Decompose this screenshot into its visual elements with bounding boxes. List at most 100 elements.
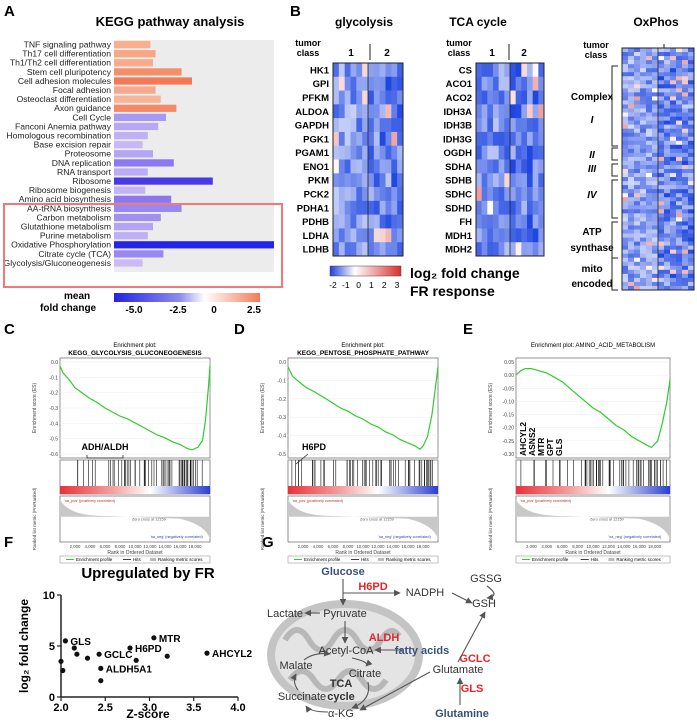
heatmap-cell <box>646 265 653 271</box>
heatmap-cell <box>628 100 635 105</box>
heatmap-cell <box>688 84 695 89</box>
heatmap-cell <box>658 156 665 162</box>
heatmap-cell <box>670 128 677 133</box>
heatmap-cell <box>385 104 392 119</box>
kegg-colorbar-tick: 0 <box>211 305 217 316</box>
heatmap-cell <box>652 185 659 190</box>
heatmap-cell <box>385 200 392 215</box>
gsea-xtick: 12,000 <box>143 544 157 549</box>
heatmap-cell <box>379 90 386 105</box>
heatmap-cell <box>510 173 516 188</box>
heatmap-cell <box>634 76 641 81</box>
heatmap-cell <box>481 118 488 133</box>
heatmap-cell <box>658 193 665 198</box>
heatmap-cell <box>682 56 689 61</box>
heatmap-cell <box>658 104 665 109</box>
heatmap-cell <box>391 76 398 91</box>
heatmap-cell <box>664 112 671 117</box>
kegg-bar <box>114 159 174 167</box>
heatmap-cell <box>634 217 641 222</box>
heatmap-cell <box>688 88 695 93</box>
heatmap-cell <box>682 177 689 182</box>
heatmap-cell <box>628 120 635 125</box>
heatmap-cell <box>338 228 345 243</box>
heatmap-cell <box>640 88 647 93</box>
heatmap-cell <box>338 131 345 147</box>
heatmap-cell <box>515 145 522 160</box>
heatmap-cell <box>670 245 677 250</box>
heatmap-cell <box>634 132 641 138</box>
heatmap-cell <box>640 56 647 61</box>
heatmap-cell <box>634 201 641 206</box>
heatmap-cell <box>640 261 647 267</box>
heatmap-cell <box>368 131 375 147</box>
heatmap-cell <box>658 273 665 279</box>
heatmap-cell <box>356 131 363 147</box>
heatmap-cell <box>688 257 695 263</box>
heatmap-cell <box>652 193 659 198</box>
heatmap-cell <box>652 152 659 158</box>
heatmap-cell <box>682 233 689 238</box>
heatmap-colorbar-tick: 1 <box>369 280 374 290</box>
heatmap-cell <box>622 136 629 142</box>
heatmap-cell <box>362 118 369 133</box>
heatmap-cell <box>622 281 629 287</box>
heatmap-cell <box>682 80 689 85</box>
heatmap-cell <box>670 64 677 69</box>
heatmap-cell <box>688 197 695 202</box>
heatmap-cell <box>538 242 545 257</box>
heatmap-cell <box>646 249 653 254</box>
heatmap-cell <box>527 173 533 188</box>
scatter-xtick: 2.0 <box>53 702 68 714</box>
heatmap-cell <box>676 229 683 234</box>
heatmap-cell <box>391 118 398 133</box>
heatmap-cell <box>628 152 635 158</box>
heatmap-cell <box>634 221 641 226</box>
heatmap-cell <box>646 128 653 133</box>
heatmap-cell <box>622 88 629 93</box>
kegg-category-label: Carbon metabolism <box>36 212 111 222</box>
heatmap-cell <box>622 116 629 121</box>
heatmap-cell <box>344 104 351 119</box>
heatmap-cell <box>652 245 659 250</box>
heatmap-cell <box>670 261 677 267</box>
heatmap-cell <box>664 245 671 250</box>
heatmap-cell <box>622 177 629 182</box>
heatmap-cell <box>664 108 671 113</box>
heatmap-cell <box>646 68 653 73</box>
kegg-bar <box>114 68 182 76</box>
heatmap-cell <box>362 76 369 91</box>
heatmap-cell <box>658 233 665 238</box>
heatmap-cell <box>652 233 659 238</box>
heatmap-cell <box>664 132 671 138</box>
heatmap-cell <box>688 96 695 101</box>
gsea-xtick: 16,000 <box>633 544 647 549</box>
heatmap-cell <box>622 72 629 77</box>
gsea-annotation-gene: AHCYL2 <box>518 422 528 456</box>
heatmap-cell <box>532 63 539 78</box>
heatmap-cell <box>670 160 677 166</box>
heatmap-cell <box>628 52 635 57</box>
gsea-ytick: -0.5 <box>277 452 286 458</box>
heatmap-cell <box>658 132 665 138</box>
heatmap-cell <box>622 152 629 158</box>
heatmap-cell <box>628 128 635 133</box>
heatmap-cell <box>493 159 499 174</box>
heatmap-cell <box>658 136 665 142</box>
heatmap-cell <box>676 112 683 117</box>
node-nadph: NADPH <box>406 587 445 599</box>
heatmap-cell <box>688 233 695 238</box>
gsea-ytick: -0.20 <box>503 426 515 432</box>
heatmap-cell <box>676 92 683 97</box>
heatmap-cell <box>344 173 351 188</box>
heatmap-cell <box>356 118 363 133</box>
scatter-point <box>62 638 68 644</box>
heatmap-cell <box>493 118 499 133</box>
arrow-glutamate-gsh <box>457 611 486 663</box>
gsea-ytick: -0.1 <box>277 378 286 384</box>
gsea-annotation-bracket <box>86 455 124 459</box>
heatmap-cell <box>527 118 533 133</box>
scatter-point <box>58 658 64 664</box>
heatmap-cell <box>652 209 659 214</box>
